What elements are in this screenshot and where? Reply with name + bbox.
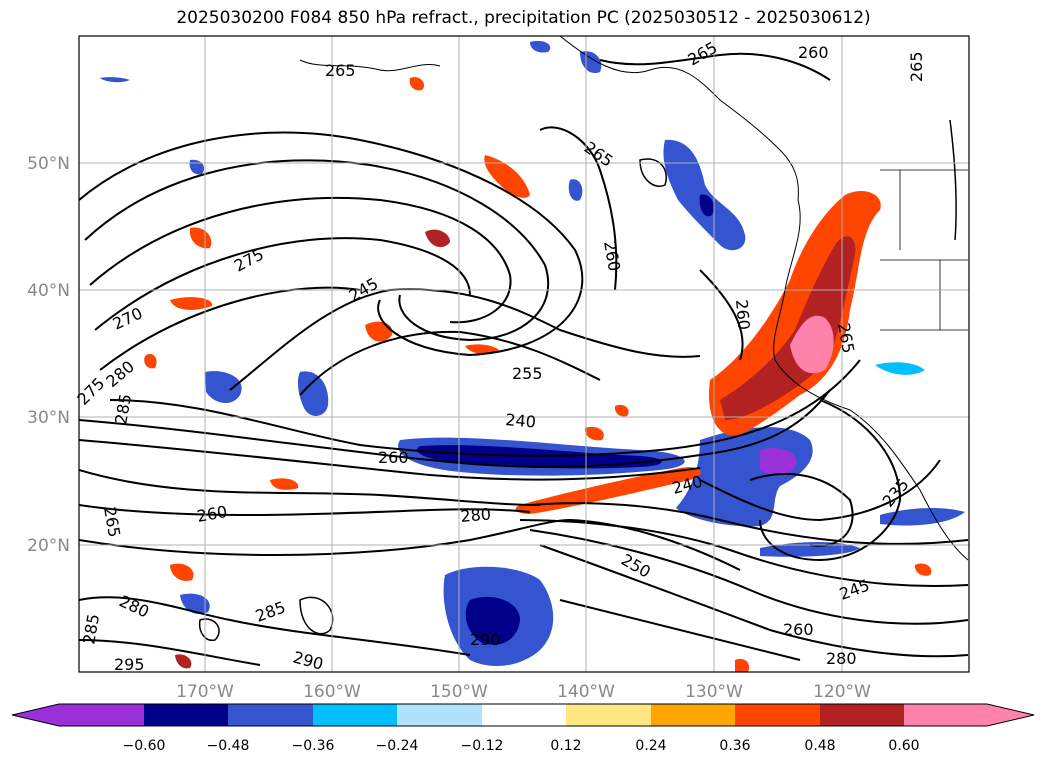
lon-label: 130°W [685,682,743,702]
colorbar-tick-label: −0.60 [123,738,166,754]
colorbar-segment [904,704,987,726]
lon-label: 160°W [303,682,361,702]
colorbar-segment [482,704,566,726]
contour-label: 240 [505,410,537,432]
precipitation-shading [100,40,965,672]
lat-label: 30°N [27,408,70,428]
colorbar-segment [566,704,651,726]
colorbar: −0.60 −0.48 −0.36 −0.24 −0.12 0.12 0.24 … [11,703,1035,754]
contour-label: 260 [732,299,754,331]
colorbar-tick-label: −0.12 [461,738,504,754]
colorbar-segment [735,704,820,726]
lat-label: 40°N [27,281,70,301]
contour-label: 280 [826,649,857,668]
lon-label: 120°W [813,682,871,702]
colorbar-tick-label: 0.24 [635,738,666,754]
contour-label: 260 [783,620,814,639]
colorbar-tick-label: 0.48 [804,738,835,754]
contour-label: 295 [114,655,145,674]
colorbar-segment [59,704,144,726]
colorbar-tick-label: −0.36 [292,738,335,754]
colorbar-min-extension [12,704,59,726]
lon-label: 140°W [557,682,615,702]
colorbar-segment [228,704,313,726]
contour-label: 260 [798,43,829,62]
contour-label: 265 [325,61,356,80]
contour-label: 255 [512,364,543,383]
latitude-labels: 50°N 40°N 30°N 20°N [27,154,70,556]
colorbar-max-extension [987,704,1034,726]
colorbar-tick-label: 0.12 [550,738,581,754]
lat-label: 50°N [27,154,70,174]
colorbar-segment [313,704,397,726]
lon-label: 150°W [430,682,488,702]
map-panel: 265 265 260 265 265 275 270 245 260 260 … [73,35,970,674]
lat-label: 20°N [27,536,70,556]
coastlines [299,36,969,561]
colorbar-tick-label: 0.60 [888,738,919,754]
refractivity-contours [79,52,969,666]
colorbar-tick-label: −0.24 [376,738,419,754]
colorbar-tick-label: 0.36 [719,738,750,754]
graticule [79,36,969,672]
colorbar-tick-label: −0.48 [207,738,250,754]
map-title: 2025030200 F084 850 hPa refract., precip… [176,8,871,28]
contour-label: 290 [470,630,501,649]
contour-label: 260 [378,448,409,467]
longitude-labels: 170°W 160°W 150°W 140°W 130°W 120°W [176,682,871,702]
colorbar-segment [651,704,735,726]
colorbar-segment [397,704,482,726]
colorbar-outline [11,703,1035,727]
lon-label: 170°W [176,682,234,702]
colorbar-segment [820,704,904,726]
contour-label: 265 [907,51,926,82]
map-frame [78,35,970,673]
colorbar-segment [144,704,228,726]
contour-label: 280 [460,504,492,526]
